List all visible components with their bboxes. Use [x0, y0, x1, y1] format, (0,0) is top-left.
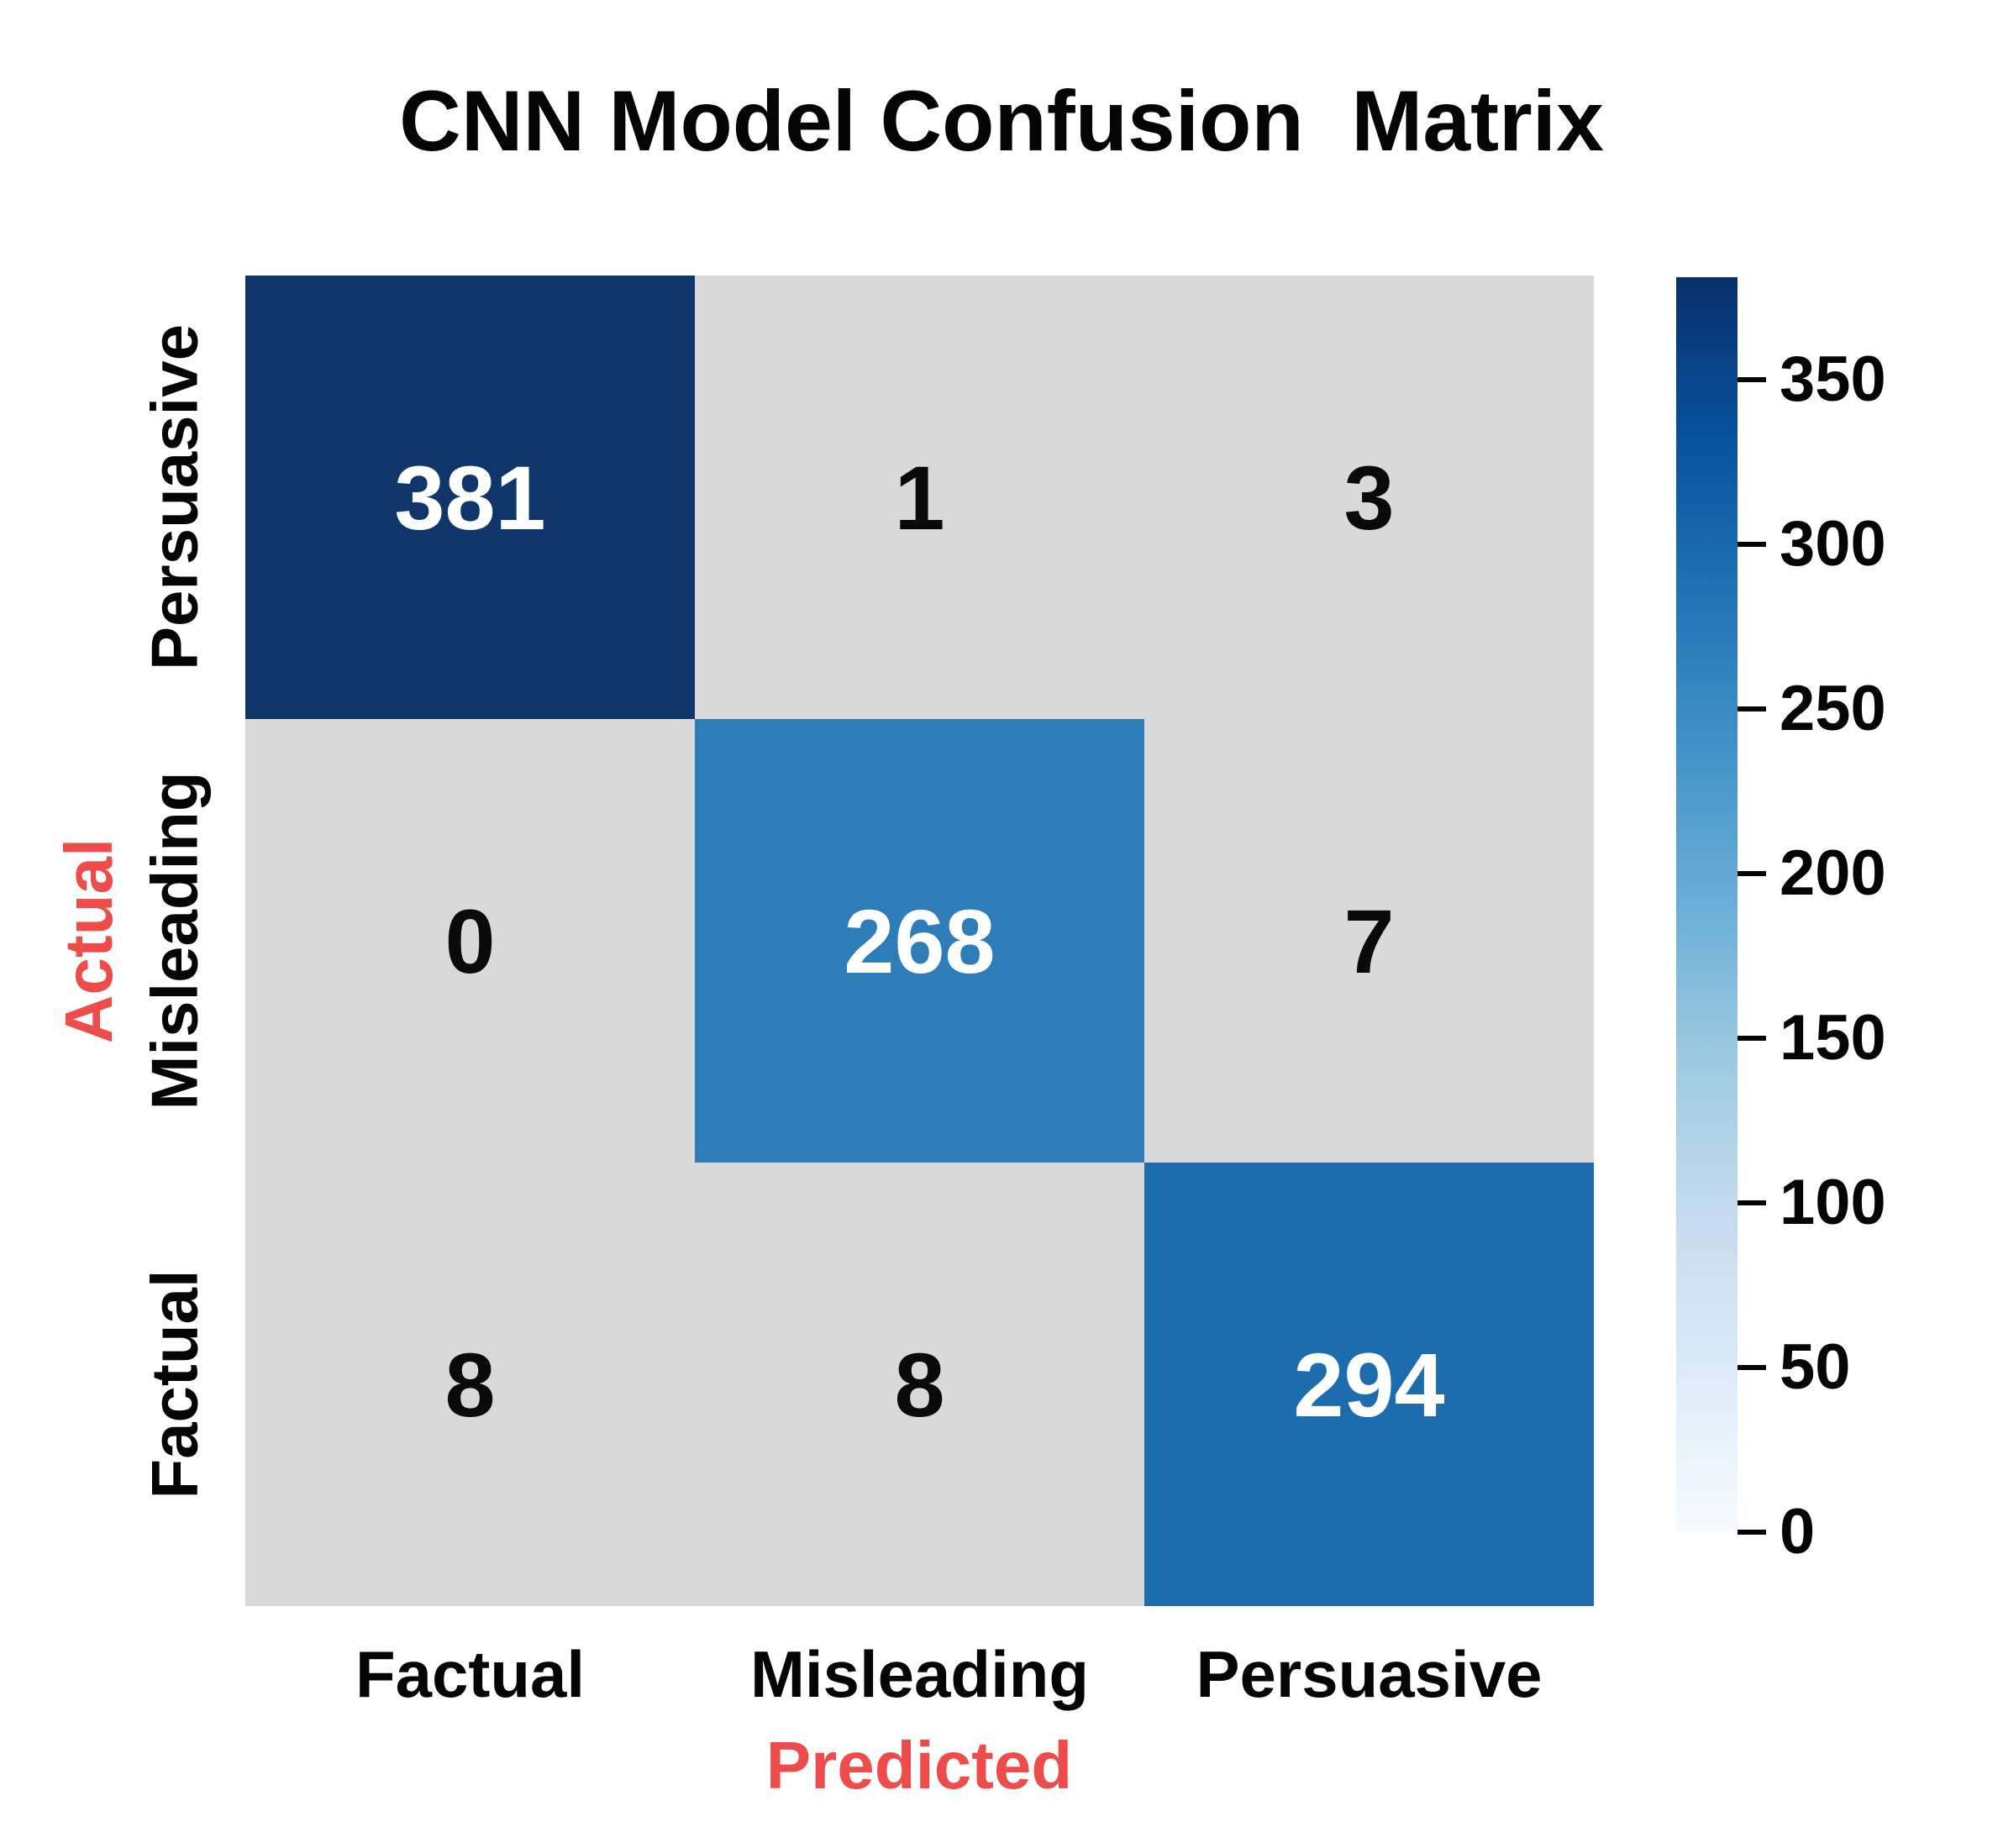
colorbar-tick-100 [1738, 1200, 1766, 1205]
cell-actual-factual-predicted-misleading: 8 [695, 1163, 1144, 1606]
heatmap-grid: 381 1 3 0 268 7 8 8 294 [245, 276, 1594, 1606]
chart-title: CNN Model Confusion Matrix [399, 73, 1604, 169]
cell-actual-persuasive-predicted-persuasive: 3 [1144, 276, 1594, 719]
colorbar-tick-300 [1738, 541, 1766, 547]
cell-actual-misleading-predicted-persuasive: 7 [1144, 719, 1594, 1163]
colorbar-tick-label-200: 200 [1780, 837, 1886, 909]
x-tick-label-factual: Factual [355, 1637, 586, 1711]
cell-actual-misleading-predicted-factual: 0 [245, 719, 695, 1163]
x-tick-label-persuasive: Persuasive [1196, 1637, 1543, 1711]
y-tick-label-misleading: Misleading [137, 771, 212, 1110]
colorbar-tick-label-100: 100 [1780, 1166, 1886, 1238]
colorbar-tick-label-150: 150 [1780, 1001, 1886, 1074]
colorbar-tick-150 [1738, 1035, 1766, 1041]
cell-actual-persuasive-predicted-misleading: 1 [695, 276, 1144, 719]
x-tick-label-misleading: Misleading [749, 1637, 1090, 1711]
cell-actual-persuasive-predicted-factual: 381 [245, 276, 695, 719]
colorbar-tick-350 [1738, 376, 1766, 382]
colorbar-tick-50 [1738, 1364, 1766, 1370]
colorbar-tick-label-50: 50 [1780, 1331, 1851, 1403]
colorbar-tick-label-250: 250 [1780, 672, 1886, 744]
cell-actual-factual-predicted-factual: 8 [245, 1163, 695, 1606]
colorbar-tick-label-300: 300 [1780, 507, 1886, 580]
x-axis-label: Predicted [765, 1728, 1073, 1803]
y-axis-label: Actual [51, 837, 126, 1044]
colorbar-tick-250 [1738, 706, 1766, 711]
cell-actual-misleading-predicted-misleading: 268 [695, 719, 1144, 1163]
y-tick-label-factual: Factual [137, 1269, 212, 1499]
cell-actual-factual-predicted-persuasive: 294 [1144, 1163, 1594, 1606]
colorbar-tick-label-350: 350 [1780, 343, 1886, 415]
colorbar-tick-label-0: 0 [1780, 1496, 1816, 1567]
colorbar-tick-200 [1738, 870, 1766, 876]
colorbar-tick-0 [1738, 1530, 1766, 1535]
y-tick-label-persuasive: Persuasive [137, 324, 212, 670]
colorbar [1676, 277, 1738, 1532]
